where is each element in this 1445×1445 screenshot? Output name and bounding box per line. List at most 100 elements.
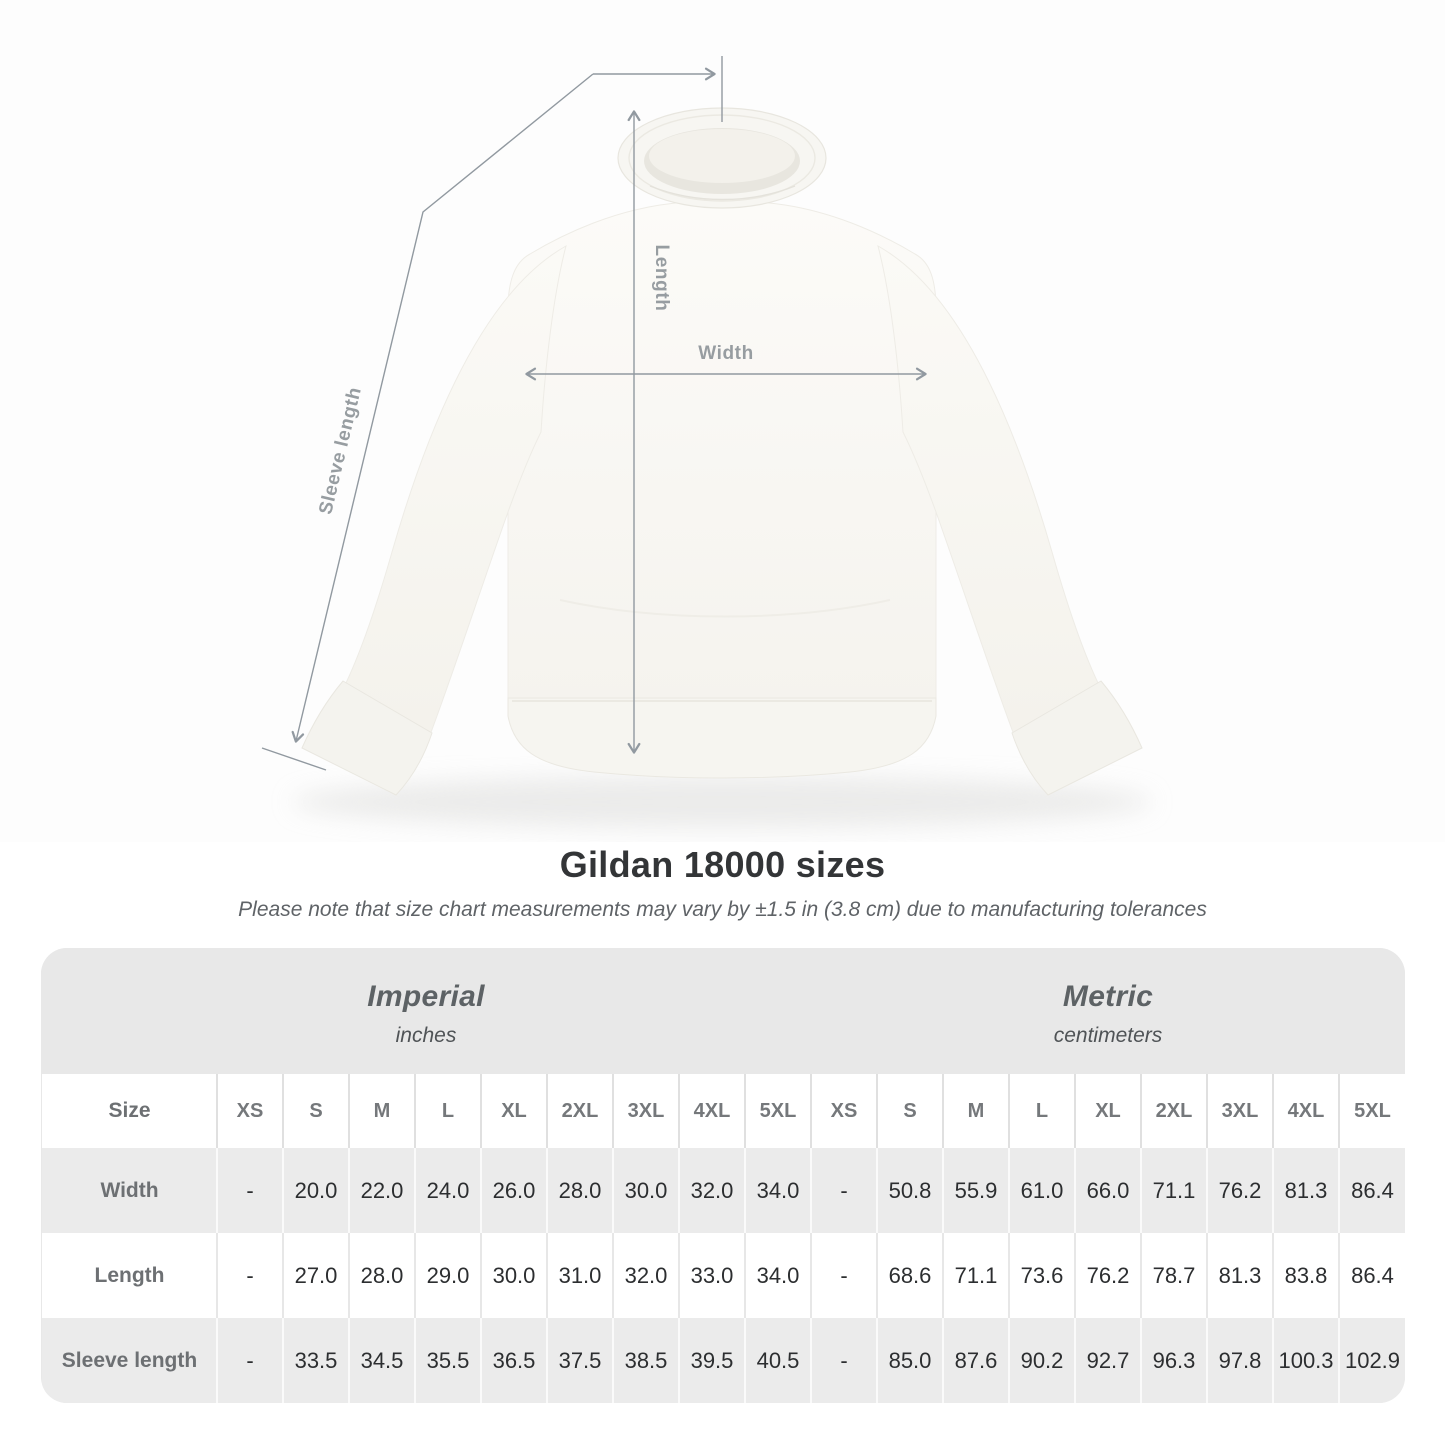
table-cell: 73.6	[1008, 1233, 1075, 1318]
size-header: XS	[216, 1074, 283, 1148]
sweatshirt-body	[507, 200, 937, 707]
table-cell: 38.5	[612, 1318, 679, 1403]
table-cell: -	[810, 1233, 877, 1318]
table-cell: 32.0	[678, 1148, 745, 1233]
table-cell: 30.0	[480, 1233, 547, 1318]
table-cell: 87.6	[942, 1318, 1009, 1403]
table-cell: 90.2	[1008, 1318, 1075, 1403]
table-cell: 37.5	[546, 1318, 613, 1403]
size-header: S	[876, 1074, 943, 1148]
table-row: Width -20.0 22.0 24.0 26.0 28.0 30.0 32.0 34.0-5…	[42, 1148, 1405, 1233]
size-header: 3XL	[1206, 1074, 1273, 1148]
size-header: XS	[810, 1074, 877, 1148]
table-cell: 68.6	[876, 1233, 943, 1318]
table-cell: 83.8	[1272, 1233, 1339, 1318]
table-cell: 33.5	[282, 1318, 349, 1403]
size-table: Imperial inches Metric centimeters Size X…	[41, 948, 1405, 1403]
table-cell: 35.5	[414, 1318, 481, 1403]
size-header: 2XL	[1140, 1074, 1207, 1148]
table-cell: 61.0	[1008, 1148, 1075, 1233]
table-cell: 31.0	[546, 1233, 613, 1318]
table-cell: 86.4	[1338, 1233, 1405, 1318]
table-cell: 97.8	[1206, 1318, 1273, 1403]
tolerance-note: Please note that size chart measurements…	[238, 898, 1207, 921]
metric-title: Metric	[1062, 980, 1154, 1013]
table-cell: -	[216, 1318, 283, 1403]
table-cell: 34.5	[348, 1318, 415, 1403]
imperial-subtitle: inches	[395, 1024, 457, 1047]
sleeve-length-line	[291, 73, 594, 743]
table-cell: 55.9	[942, 1148, 1009, 1233]
size-header: 5XL	[1338, 1074, 1405, 1148]
table-cell: 32.0	[612, 1233, 679, 1318]
row-label: Width	[42, 1148, 217, 1233]
table-cell: 34.0	[744, 1148, 811, 1233]
size-header: 3XL	[612, 1074, 679, 1148]
table-cell: 76.2	[1074, 1233, 1141, 1318]
size-header: L	[1008, 1074, 1075, 1148]
table-cell: 50.8	[876, 1148, 943, 1233]
table-row: Sleeve length -33.5 34.5 35.5 36.5 37.5 38.5 39…	[42, 1318, 1405, 1403]
width-label: Width	[698, 343, 754, 364]
table-cell: 96.3	[1140, 1318, 1207, 1403]
table-cell: 85.0	[876, 1318, 943, 1403]
size-header: XL	[1074, 1074, 1141, 1148]
table-cell: 34.0	[744, 1233, 811, 1318]
size-header-row: Size XS S M L XL 2XL 3XL 4XL 5XL XS S M L XL 2XL 3XL 4XL 5…	[42, 1074, 1405, 1148]
imperial-title: Imperial	[367, 980, 485, 1013]
sweatshirt-illustration: Sleeve length Length Width	[261, 56, 1152, 828]
size-header: M	[348, 1074, 415, 1148]
hem-band	[507, 697, 937, 779]
table-cell: -	[810, 1318, 877, 1403]
collar	[617, 107, 827, 209]
table-cell: 86.4	[1338, 1148, 1405, 1233]
table-cell: 28.0	[348, 1233, 415, 1318]
table-cell: 81.3	[1272, 1148, 1339, 1233]
table-cell: 27.0	[282, 1233, 349, 1318]
left-sleeve	[301, 244, 567, 796]
units-header-band: Imperial inches Metric centimeters	[41, 948, 1405, 1074]
table-cell: 30.0	[612, 1148, 679, 1233]
size-header: 4XL	[1272, 1074, 1339, 1148]
table-cell: 76.2	[1206, 1148, 1273, 1233]
sleeve-length-label: Sleeve length	[315, 385, 366, 517]
table-cell: 102.9	[1338, 1318, 1405, 1403]
size-header: M	[942, 1074, 1009, 1148]
measurements-table: Size XS S M L XL 2XL 3XL 4XL 5XL XS S M L XL 2XL 3XL 4XL 5…	[41, 1074, 1405, 1403]
table-cell: 39.5	[678, 1318, 745, 1403]
size-header: L	[414, 1074, 481, 1148]
table-cell: 71.1	[942, 1233, 1009, 1318]
size-header: S	[282, 1074, 349, 1148]
table-cell: -	[216, 1233, 283, 1318]
product-figure: Sleeve length Length Width	[261, 56, 1152, 828]
table-cell: 33.0	[678, 1233, 745, 1318]
table-cell: 24.0	[414, 1148, 481, 1233]
table-cell: 28.0	[546, 1148, 613, 1233]
table-cell: 66.0	[1074, 1148, 1141, 1233]
table-cell: 100.3	[1272, 1318, 1339, 1403]
page-title: Gildan 18000 sizes	[559, 844, 886, 885]
row-label: Sleeve length	[42, 1318, 217, 1403]
table-cell: 81.3	[1206, 1233, 1273, 1318]
size-header: 5XL	[744, 1074, 811, 1148]
metric-subtitle: centimeters	[1053, 1024, 1163, 1047]
metric-header: Metric centimeters	[811, 948, 1405, 1074]
table-cell: 20.0	[282, 1148, 349, 1233]
right-sleeve	[877, 244, 1143, 796]
table-cell: -	[216, 1148, 283, 1233]
right-cuff	[1011, 680, 1143, 796]
imperial-header: Imperial inches	[41, 948, 811, 1074]
size-header: XL	[480, 1074, 547, 1148]
row-label: Length	[42, 1233, 217, 1318]
table-row: Length -27.0 28.0 29.0 30.0 31.0 32.0 33.0 34.0-…	[42, 1233, 1405, 1318]
table-cell: 29.0	[414, 1233, 481, 1318]
size-header: 2XL	[546, 1074, 613, 1148]
table-cell: 40.5	[744, 1318, 811, 1403]
size-column-header: Size	[42, 1074, 217, 1148]
size-header: 4XL	[678, 1074, 745, 1148]
table-cell: 36.5	[480, 1318, 547, 1403]
table-cell: 92.7	[1074, 1318, 1141, 1403]
table-cell: 78.7	[1140, 1233, 1207, 1318]
length-label: Length	[651, 245, 672, 312]
